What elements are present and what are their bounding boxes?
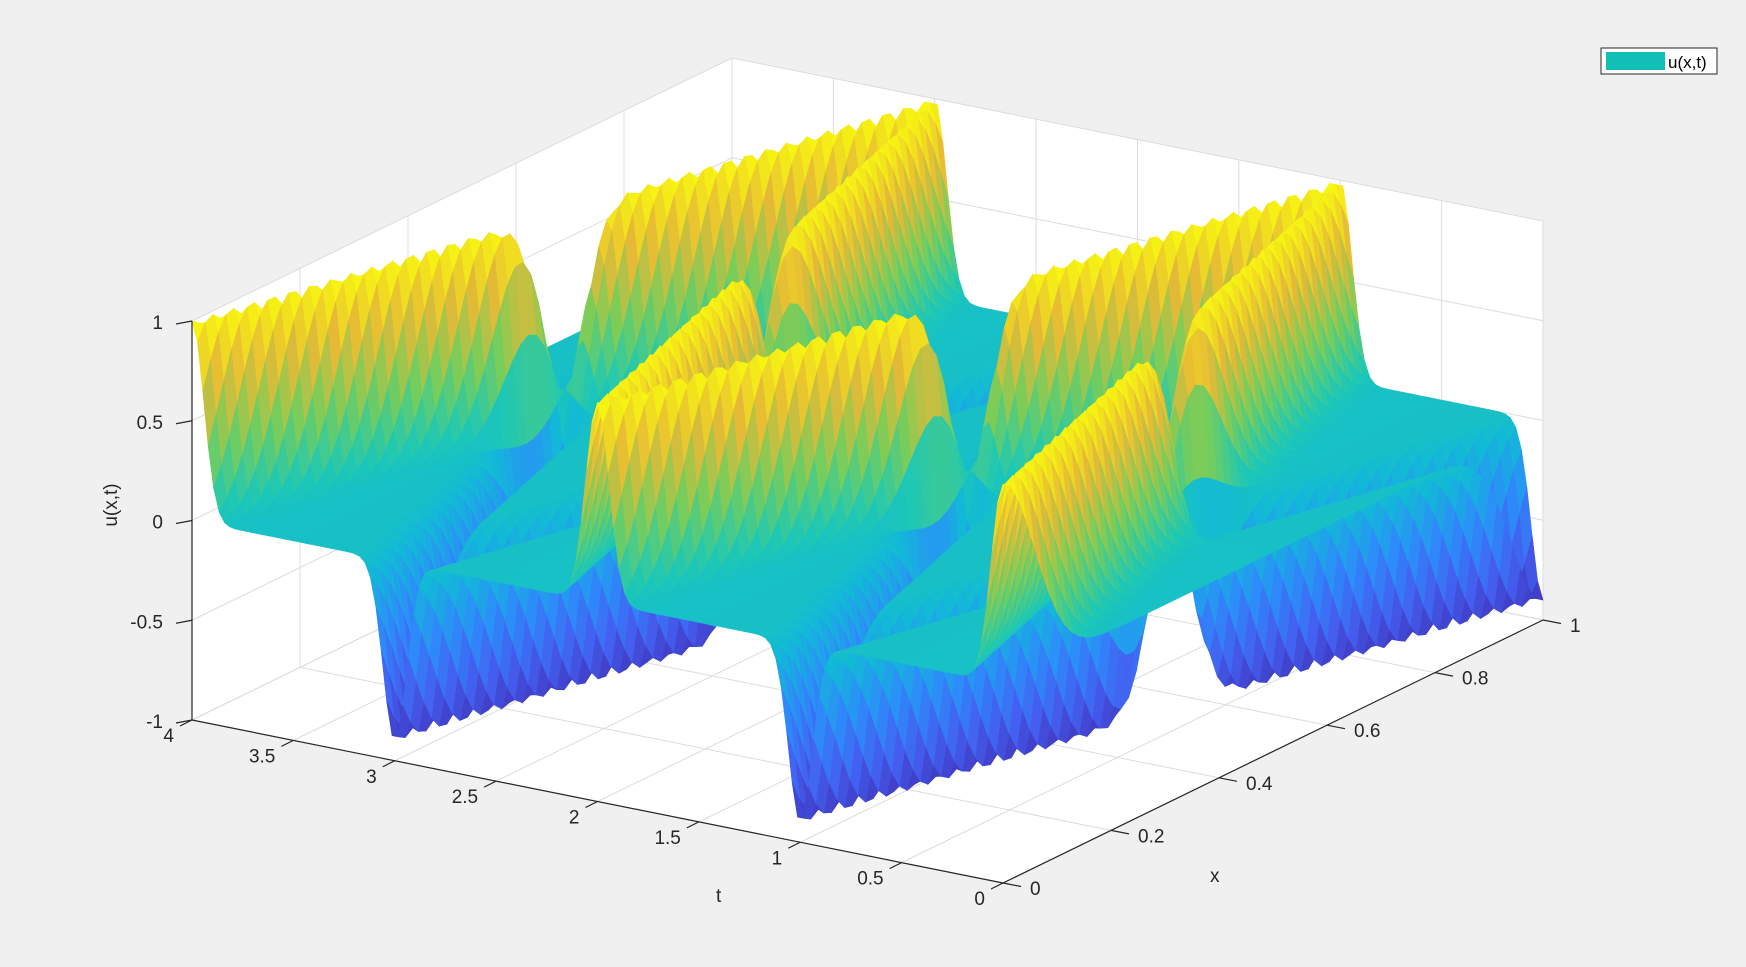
grid-wall-z	[191, 57, 733, 322]
grid-wall-z	[731, 57, 1544, 222]
surface-plot	[191, 101, 1544, 820]
